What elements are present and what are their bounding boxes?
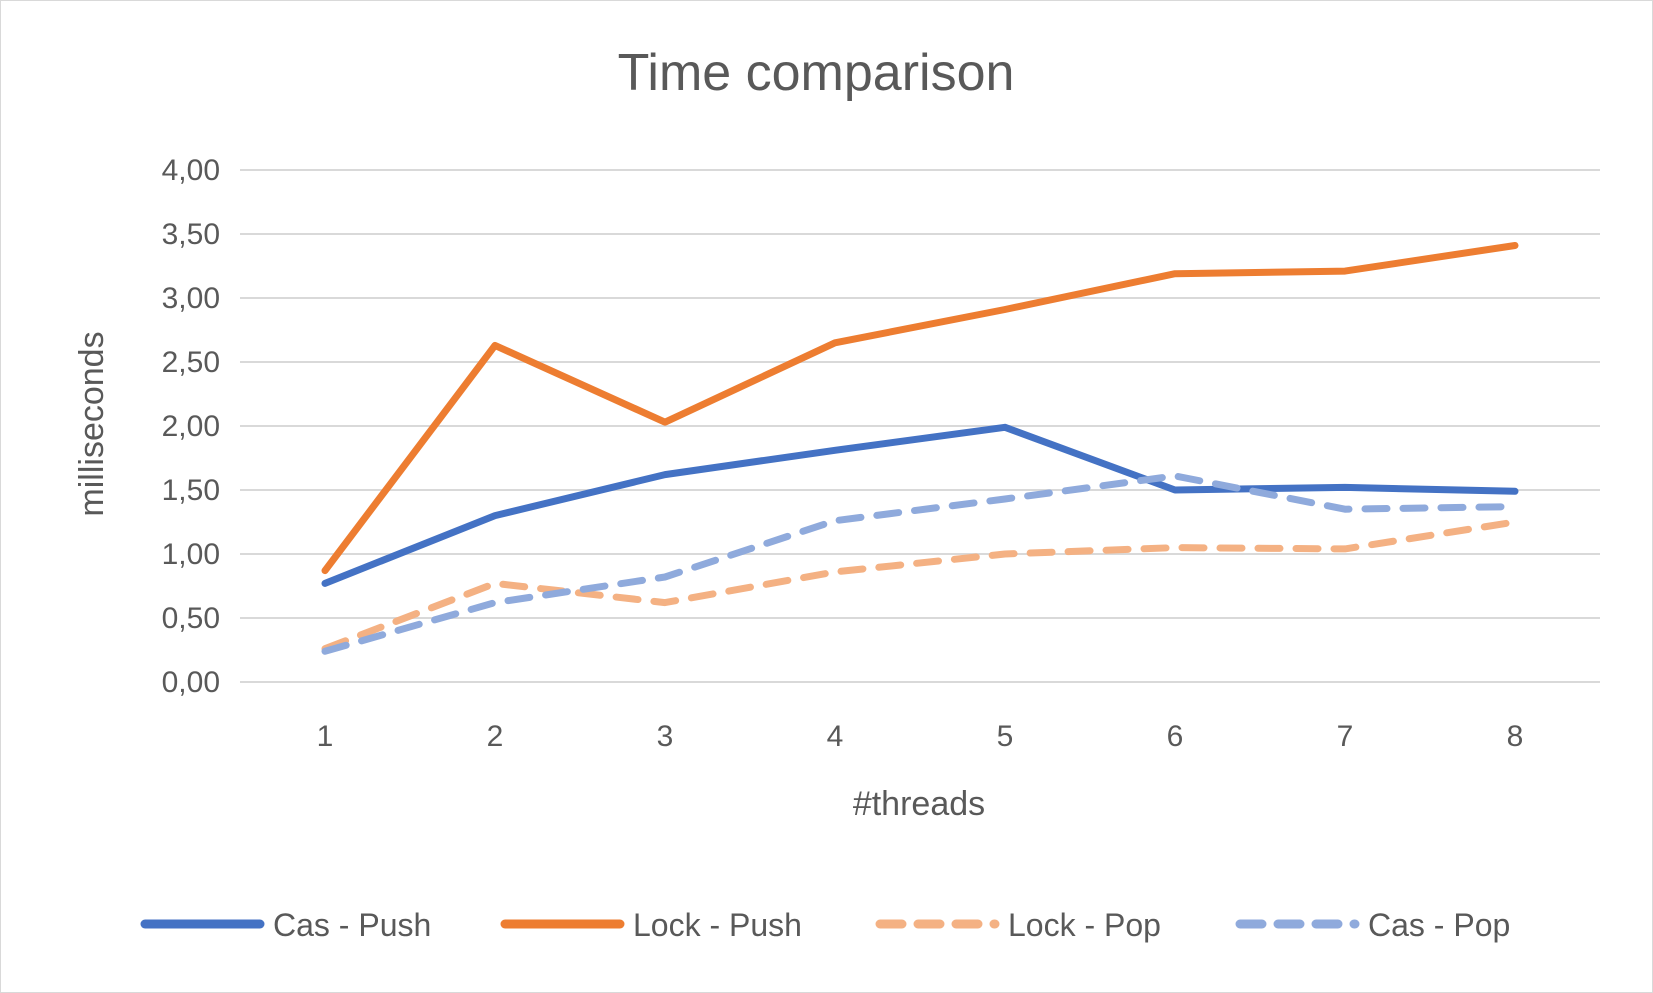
y-tick-label: 3,00 xyxy=(162,282,220,315)
y-tick-label: 3,50 xyxy=(162,218,220,251)
legend-label: Lock - Pop xyxy=(1008,907,1161,943)
x-tick-label: 7 xyxy=(1337,720,1354,753)
x-tick-label: 2 xyxy=(487,720,504,753)
x-tick-label: 4 xyxy=(827,720,844,753)
y-axis-title: milliseconds xyxy=(73,331,111,516)
y-tick-label: 1,50 xyxy=(162,474,220,507)
chart-title: Time comparison xyxy=(618,44,1015,102)
x-tick-label: 1 xyxy=(317,720,334,753)
series-line-cas-pop xyxy=(321,472,1519,655)
legend-label: Cas - Pop xyxy=(1368,907,1510,943)
y-tick-label: 4,00 xyxy=(162,154,220,187)
x-tick-label: 3 xyxy=(657,720,674,753)
x-tick-label: 5 xyxy=(997,720,1014,753)
y-tick-label: 0,00 xyxy=(162,666,220,699)
y-tick-label: 2,00 xyxy=(162,410,220,443)
legend-label: Cas - Push xyxy=(273,907,431,943)
series-line-lock-pop xyxy=(321,518,1519,653)
y-tick-label: 1,00 xyxy=(162,538,220,571)
series-line-lock-push xyxy=(321,242,1519,575)
x-tick-label: 6 xyxy=(1167,720,1184,753)
y-tick-label: 2,50 xyxy=(162,346,220,379)
series-lines xyxy=(321,242,1519,655)
x-axis-ticks: 1 2 3 4 5 6 7 8 xyxy=(317,720,1524,753)
x-tick-label: 8 xyxy=(1507,720,1524,753)
y-axis-ticks: 0,00 0,50 1,00 1,50 2,00 2,50 3,00 3,50 4,00 xyxy=(162,154,220,699)
x-axis-title: #threads xyxy=(853,785,985,823)
series-line-cas-push xyxy=(321,423,1519,587)
y-tick-label: 0,50 xyxy=(162,602,220,635)
legend: Cas - Push Lock - Push Lock - Pop Cas - Pop xyxy=(140,907,1510,943)
gridlines xyxy=(240,169,1600,683)
legend-label: Lock - Push xyxy=(633,907,802,943)
